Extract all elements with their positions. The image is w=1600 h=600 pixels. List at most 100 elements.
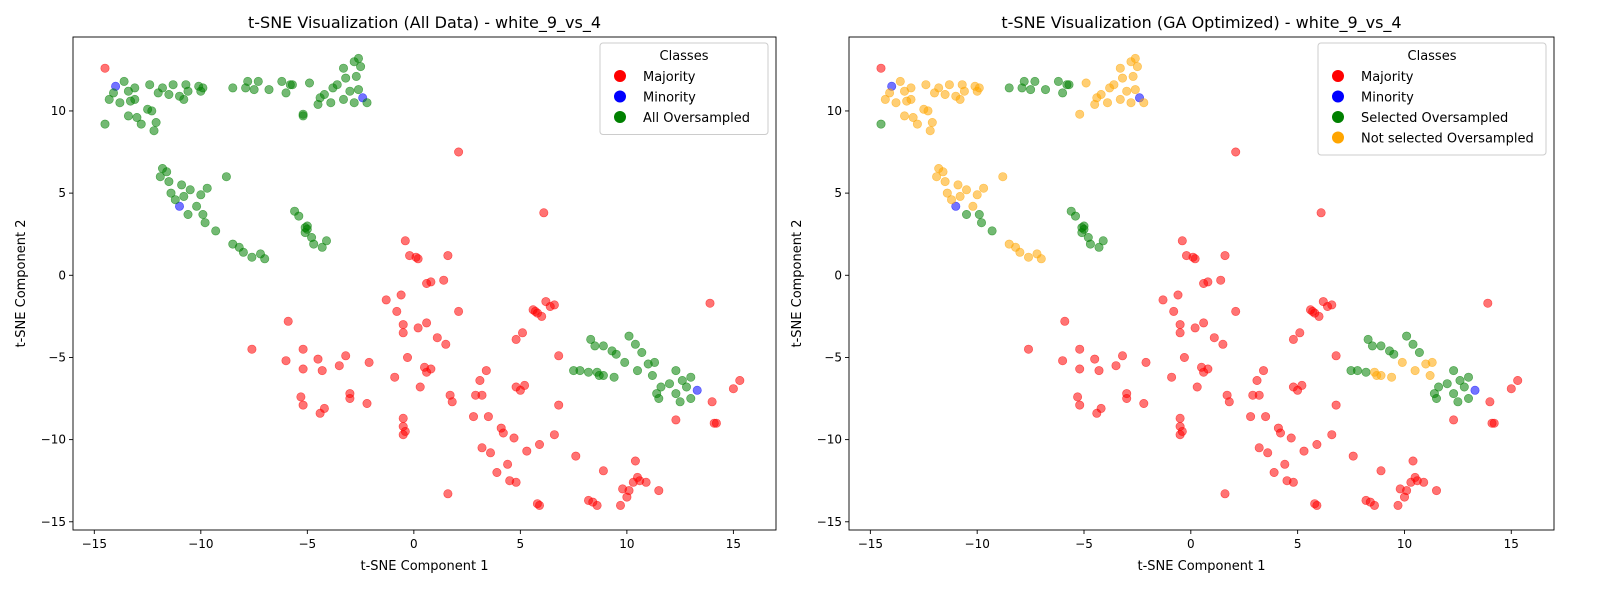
- data-point: [1081, 78, 1091, 88]
- legend-label: Selected Oversampled: [1361, 111, 1508, 126]
- data-point: [198, 210, 208, 220]
- data-point: [123, 111, 133, 121]
- data-point: [1220, 489, 1230, 499]
- data-point: [511, 334, 521, 344]
- data-point: [1432, 393, 1442, 403]
- data-point: [398, 413, 408, 423]
- data-point: [675, 397, 685, 407]
- legend-label: Majority: [1361, 70, 1414, 85]
- data-point: [598, 370, 608, 380]
- data-point: [381, 295, 391, 305]
- data-point: [317, 366, 327, 376]
- data-point: [402, 352, 412, 362]
- data-point: [345, 86, 355, 96]
- data-point: [517, 328, 527, 338]
- data-point: [1190, 254, 1200, 264]
- data-point: [906, 94, 916, 104]
- data-point: [876, 63, 886, 73]
- legend-marker: [1332, 111, 1344, 123]
- data-point: [1288, 334, 1298, 344]
- data-point: [1079, 224, 1089, 234]
- data-point: [711, 418, 721, 428]
- data-point: [632, 366, 642, 376]
- data-point: [630, 456, 640, 466]
- data-point: [1075, 344, 1085, 354]
- chart-title: t-SNE Visualization (GA Optimized) - whi…: [1001, 13, 1401, 33]
- data-point: [443, 251, 453, 261]
- data-point: [1276, 428, 1286, 438]
- data-point: [441, 339, 451, 349]
- data-point: [492, 467, 502, 477]
- data-point: [162, 167, 172, 177]
- data-point: [671, 415, 681, 425]
- data-point: [1203, 364, 1213, 374]
- data-point: [1118, 73, 1128, 83]
- data-point: [1220, 251, 1230, 261]
- legend-marker: [614, 111, 626, 123]
- data-point: [511, 477, 521, 487]
- legend: Classes Majority Minority All Oversampled: [599, 42, 769, 135]
- data-point: [130, 83, 140, 93]
- data-point: [961, 185, 971, 195]
- y-tick-label: 10: [51, 104, 66, 118]
- data-point: [961, 210, 971, 220]
- data-point: [179, 94, 189, 104]
- data-point: [1103, 98, 1113, 108]
- legend-title: Classes: [1408, 49, 1457, 64]
- x-axis-label: t-SNE Component 1: [1138, 559, 1266, 574]
- y-axis-label: t-SNE Component 2: [14, 220, 29, 348]
- legend-label: Minority: [1361, 91, 1414, 106]
- series-majority: [876, 63, 1523, 510]
- data-point: [654, 486, 664, 496]
- data-point: [906, 83, 916, 93]
- data-point: [968, 201, 978, 211]
- data-point: [481, 366, 491, 376]
- data-point: [298, 364, 308, 374]
- data-point: [1252, 375, 1262, 385]
- data-point: [520, 380, 530, 390]
- data-point: [145, 80, 155, 90]
- data-point: [571, 451, 581, 461]
- data-point: [976, 218, 986, 228]
- data-point: [332, 80, 342, 90]
- data-point: [925, 126, 935, 136]
- y-tick-label: −5: [48, 350, 66, 364]
- data-point: [166, 188, 176, 198]
- data-point: [353, 53, 363, 63]
- data-point: [923, 106, 933, 116]
- data-point: [891, 98, 901, 108]
- data-point: [1312, 500, 1322, 510]
- data-point: [974, 83, 984, 93]
- data-point: [341, 351, 351, 361]
- data-point: [1216, 275, 1226, 285]
- data-point: [454, 306, 464, 316]
- data-point: [136, 119, 146, 129]
- data-point: [1316, 208, 1326, 218]
- legend-label: Minority: [643, 91, 696, 106]
- data-point: [362, 398, 372, 408]
- data-point: [1075, 364, 1085, 374]
- legend-box: [599, 42, 769, 135]
- data-point: [1132, 62, 1142, 72]
- x-tick-label: 15: [1504, 537, 1519, 551]
- data-point: [1169, 306, 1179, 316]
- data-point: [1231, 147, 1241, 157]
- data-point: [1370, 500, 1380, 510]
- data-point: [202, 183, 212, 193]
- data-point: [422, 318, 432, 328]
- data-point: [1118, 351, 1128, 361]
- data-point: [707, 397, 717, 407]
- data-point: [940, 177, 950, 187]
- data-point: [260, 254, 270, 264]
- data-point: [319, 90, 329, 100]
- data-point: [130, 94, 140, 104]
- data-point: [1427, 357, 1437, 367]
- data-point: [158, 83, 168, 93]
- data-point: [104, 94, 114, 104]
- y-tick-label: 5: [58, 186, 66, 200]
- data-point: [1513, 375, 1523, 385]
- data-point: [228, 83, 238, 93]
- data-point: [1177, 236, 1187, 246]
- data-point: [1064, 80, 1074, 90]
- data-point: [1090, 354, 1100, 364]
